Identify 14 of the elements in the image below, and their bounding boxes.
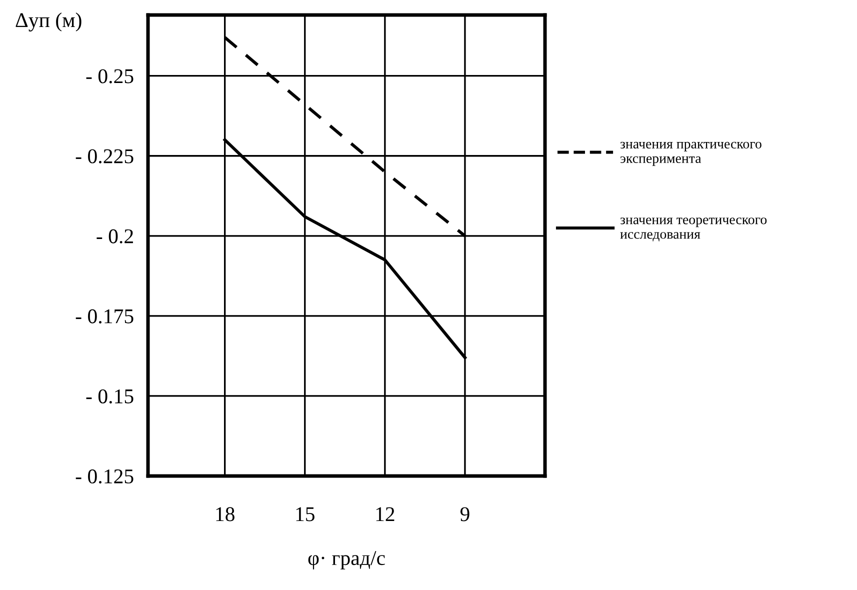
y-tick-label: - 0.15 <box>86 389 134 404</box>
legend-label: значения практического эксперимента <box>620 142 762 166</box>
y-tick-label: - 0.225 <box>76 149 134 164</box>
x-axis-title: φ· град/с <box>308 551 385 570</box>
x-tick-label: 15 <box>296 507 314 522</box>
legend-label: значения теоретического исследования <box>620 218 767 242</box>
y-tick-label: - 0.125 <box>76 469 134 484</box>
x-tick-label: 9 <box>460 507 470 522</box>
x-tick-label: 12 <box>376 507 394 522</box>
y-tick-label: - 0.2 <box>96 229 133 244</box>
y-axis-title: Δyп (м) <box>16 12 82 32</box>
x-tick-label: 18 <box>216 507 234 522</box>
y-tick-label: - 0.25 <box>86 69 134 84</box>
y-tick-label: - 0.175 <box>76 309 134 324</box>
